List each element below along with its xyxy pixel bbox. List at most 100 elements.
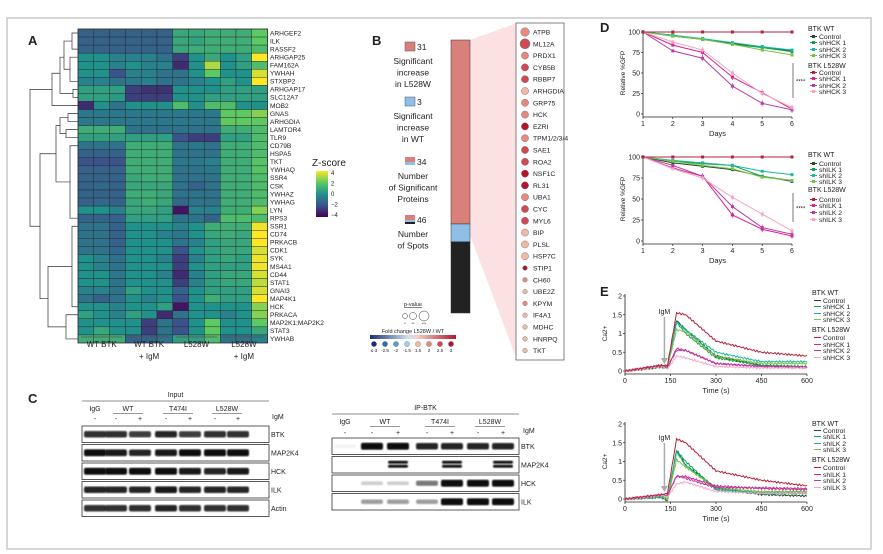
- heatmap-cell: [93, 117, 110, 126]
- heatmap-cell: [77, 310, 95, 320]
- protein-dot: [520, 27, 530, 37]
- protein-label: ATPB: [533, 30, 551, 37]
- heatmap-cell: [172, 125, 189, 134]
- heatmap-cell: [109, 270, 126, 279]
- y-tick-label: 2: [618, 294, 622, 301]
- data-point: [790, 179, 794, 183]
- heatmap-cell: [251, 310, 268, 320]
- heatmap-cell: [219, 230, 237, 239]
- heatmap-cell: [219, 77, 237, 86]
- protein-dot: [522, 348, 528, 354]
- heatmap-cell: [93, 28, 110, 38]
- heatmap-cell: [77, 246, 95, 255]
- data-point: [671, 34, 675, 38]
- data-point: [790, 155, 794, 159]
- heatmap-cell: [93, 205, 110, 215]
- protein-dot: [521, 122, 529, 131]
- heatmap-cell: [125, 173, 142, 183]
- heatmap-cell: [125, 52, 142, 62]
- heatmap-cell: [219, 101, 237, 110]
- igm-sign: -: [477, 430, 480, 437]
- blot-band: [388, 460, 408, 464]
- blot-row-label: MAP2K4: [521, 462, 549, 469]
- protein-label: ML12A: [533, 41, 555, 48]
- heatmap-cell: [109, 61, 126, 70]
- heatmap-cell: [109, 93, 126, 102]
- data-point: [730, 42, 734, 46]
- heatmap-cell: [219, 28, 237, 38]
- heatmap-cell: [219, 262, 237, 271]
- heatmap-cell: [77, 221, 95, 231]
- heatmap-cell: [109, 133, 126, 142]
- legend-label: shILK 2: [823, 478, 846, 485]
- protein-dot: [521, 157, 529, 166]
- data-point: [701, 155, 705, 159]
- gene-label: LYN: [270, 207, 283, 214]
- protein-dot: [522, 265, 528, 271]
- data-point: [760, 45, 764, 49]
- blot-band: [84, 467, 106, 475]
- legend-marker: [812, 162, 815, 165]
- legend-swatch: [405, 220, 415, 222]
- heatmap-cell: [156, 278, 174, 287]
- protein-dot: [521, 87, 529, 95]
- igm-sign: +: [188, 416, 192, 423]
- heatmap-cell: [125, 230, 142, 239]
- heatmap-cell: [219, 254, 237, 263]
- heatmap-cell: [188, 246, 205, 255]
- legend-swatch: [405, 162, 415, 165]
- protein-dot: [521, 110, 529, 119]
- blot-band: [227, 467, 249, 475]
- heatmap-cell: [219, 205, 237, 215]
- heatmap-cell: [125, 44, 142, 54]
- heatmap-cell: [125, 326, 142, 336]
- y-tick-label: 100: [628, 155, 640, 162]
- fold-change-dot: [371, 341, 377, 347]
- heatmap-cell: [93, 157, 110, 167]
- heatmap-cell: [219, 213, 237, 223]
- heatmap-cell: [109, 109, 126, 118]
- legend-label: shHCK 2: [819, 47, 846, 54]
- fold-change-tick: -2: [394, 348, 398, 353]
- heatmap-cell: [77, 149, 95, 159]
- heatmap-cell: [204, 77, 221, 86]
- protein-dot: [522, 277, 528, 283]
- legend-swatch: [405, 222, 415, 224]
- heatmap-cell: [156, 28, 174, 38]
- heatmap-cell: [172, 254, 189, 263]
- heatmap-cell: [188, 181, 205, 191]
- data-point: [730, 163, 734, 167]
- protein-dot: [521, 169, 529, 178]
- heatmap-cell: [235, 52, 253, 62]
- heatmap-cell: [172, 52, 189, 62]
- series-line: [624, 437, 808, 501]
- heatmap-cell: [93, 93, 110, 102]
- protein-label: NSF1C: [533, 171, 555, 178]
- heatmap-cell: [235, 44, 253, 54]
- heatmap-cell: [172, 262, 189, 271]
- heatmap-cell: [204, 270, 221, 279]
- figure-frame: [6, 17, 872, 550]
- heatmap-cell: [235, 125, 253, 134]
- heatmap-cell: [188, 310, 205, 320]
- heatmap-cell: [77, 101, 95, 110]
- blot-strip: [331, 456, 520, 474]
- heatmap-cell: [188, 52, 205, 62]
- heatmap-cell: [125, 117, 142, 126]
- protein-dot: [522, 324, 528, 330]
- blot-band: [361, 499, 383, 505]
- gene-label: YWHAQ: [270, 167, 295, 174]
- heatmap-cell: [188, 173, 205, 183]
- heatmap-cell: [77, 77, 95, 86]
- x-axis-label: Days: [709, 129, 726, 138]
- heatmap-cell: [156, 133, 174, 142]
- legend-label: Control: [819, 197, 841, 204]
- heatmap-cell: [204, 189, 221, 199]
- heatmap-cell: [125, 213, 142, 223]
- x-tick-label: 600: [801, 506, 813, 513]
- protein-label: PLSL: [533, 242, 550, 249]
- protein-dot: [521, 216, 529, 225]
- protein-label: CYB5B: [533, 65, 556, 72]
- heatmap-cell: [188, 286, 205, 295]
- data-point: [790, 50, 794, 54]
